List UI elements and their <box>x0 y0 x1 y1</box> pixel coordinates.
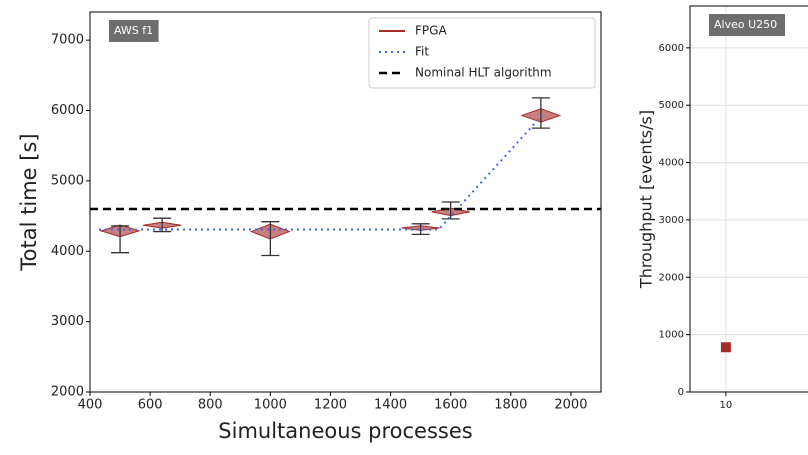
y-tick-label: 3000 <box>659 215 684 226</box>
legend-label: Fit <box>415 45 429 59</box>
label-box <box>709 14 785 36</box>
legend-label: FPGA <box>415 24 447 38</box>
plot-frame <box>89 11 602 393</box>
x-tick-label: 600 <box>138 398 163 413</box>
y-tick-label: 5000 <box>659 100 684 111</box>
legend-frame <box>368 17 596 89</box>
y-tick-label: 4000 <box>51 244 84 259</box>
y-tick-label: 2000 <box>659 272 684 283</box>
error-bar <box>411 223 430 236</box>
chart: 0 1000 2000 3000 4000 5000 6000 10 Throughput [e… <box>637 5 808 411</box>
y-tick-label: 5000 <box>51 173 84 188</box>
y-tick-label: 2000 <box>51 385 84 400</box>
x-tick-label: 800 <box>198 398 223 413</box>
line <box>99 112 545 231</box>
label-box-text: Alveo U250 <box>714 18 777 31</box>
x-tick-label: 2000 <box>554 398 587 413</box>
y-tick-label: 4000 <box>659 158 684 169</box>
x-tick-label: 1000 <box>254 398 287 413</box>
error-bar <box>153 217 172 233</box>
error-bar <box>441 201 460 220</box>
label-box <box>109 20 159 42</box>
x-tick-label: 1400 <box>374 398 407 413</box>
y-tick-label: 6000 <box>51 103 84 118</box>
plot-frame <box>689 5 808 393</box>
x-tick-label: 1800 <box>494 398 527 413</box>
chart: 2000 3000 4000 5000 6000 7000 400 600 800 1000 120… <box>17 11 602 443</box>
legend-label: Nominal HLT algorithm <box>415 66 552 80</box>
y-tick-label: 7000 <box>51 33 84 48</box>
x-tick-label: 1600 <box>434 398 467 413</box>
x-tick-label: 1200 <box>314 398 347 413</box>
y-tick-label: 1000 <box>659 330 684 341</box>
label-box-text: AWS f1 <box>114 24 153 37</box>
y-tick-label: 6000 <box>659 43 684 54</box>
x-tick-label: 400 <box>78 398 103 413</box>
y-tick-label: 3000 <box>51 314 84 329</box>
x-axis-label: Simultaneous processes <box>218 419 472 443</box>
error-bar <box>111 225 130 254</box>
y-axis-label: Throughput [events/s] <box>637 110 656 289</box>
y-tick-label: 0 <box>678 387 684 398</box>
x-tick-label: 10 <box>720 400 733 411</box>
error-bar <box>531 97 550 129</box>
y-axis-label: Total time [s] <box>17 133 41 271</box>
error-bar <box>261 221 280 257</box>
point <box>720 342 731 353</box>
